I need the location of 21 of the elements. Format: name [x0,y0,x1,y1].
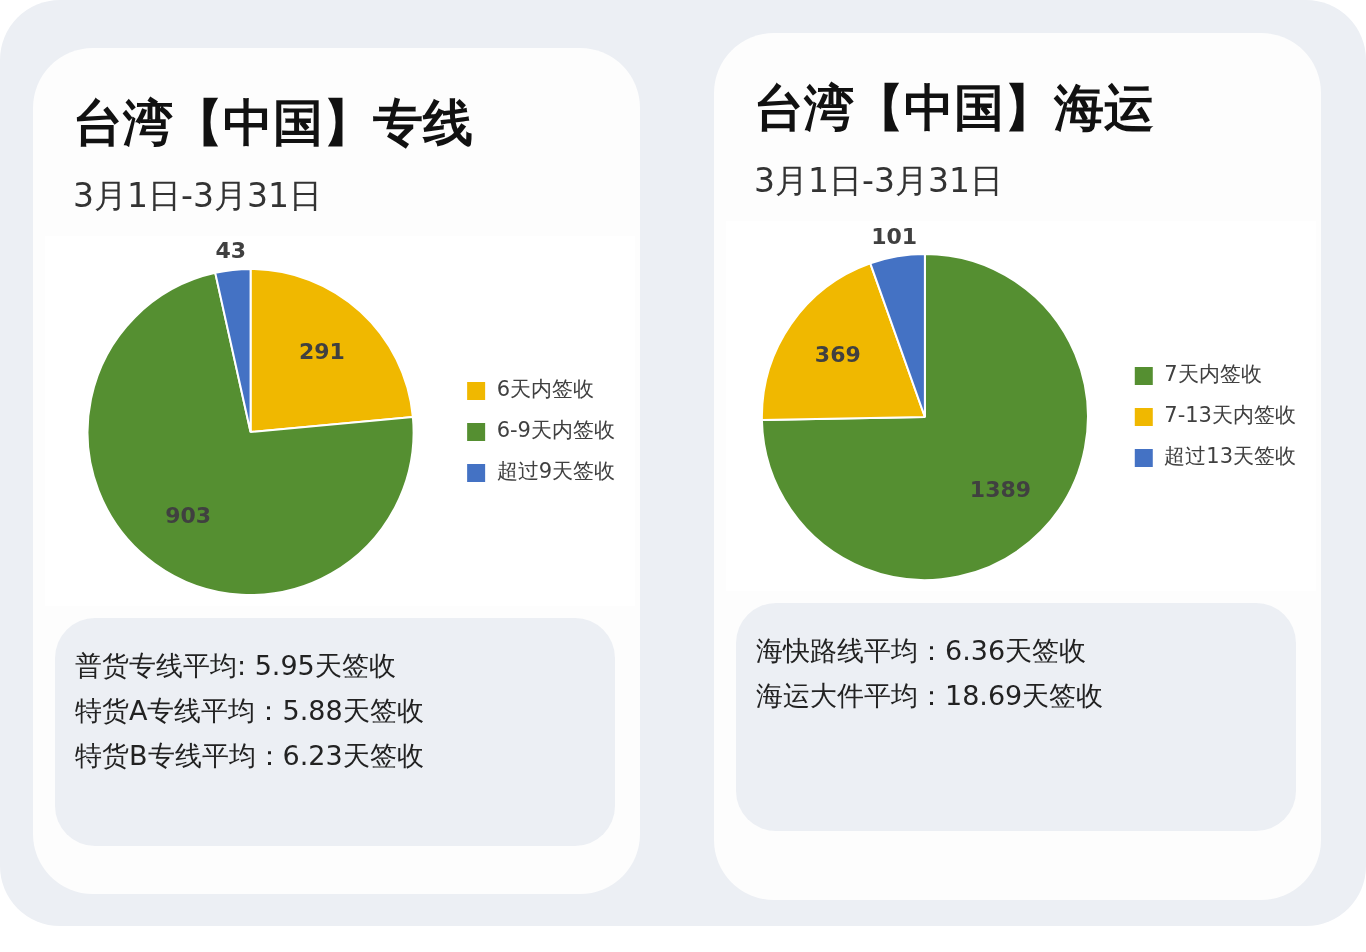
legend-label: 6天内签收 [496,377,595,402]
legend-label: 7天内签收 [1164,362,1262,387]
data-label: 1389 [969,476,1032,502]
text: 海运大件平均：18.69天签收 [756,679,1104,713]
chart-subtitle: 3月1日-3月31日 [73,175,322,217]
text: 特货B专线平均：6.23天签收 [75,739,424,773]
text: 特货A专线平均：5.88天签收 [75,694,424,728]
data-label: 369 [814,342,861,368]
chart-title: 台湾【中国】专线 [73,93,473,154]
data-label: 291 [298,339,345,365]
legend-label: 6-9天内签收 [496,418,615,443]
text: 海快路线平均：6.36天签收 [756,634,1087,668]
chart-title: 台湾【中国】海运 [754,78,1154,139]
text: 普货专线平均: 5.95天签收 [75,649,396,683]
data-label: 101 [871,224,918,250]
data-label: 43 [215,237,247,263]
legend-label: 超过13天签收 [1164,444,1297,469]
legend-label: 超过9天签收 [496,459,616,484]
data-label: 903 [165,503,212,529]
chart-subtitle: 3月1日-3月31日 [754,160,1003,202]
legend-label: 7-13天内签收 [1164,403,1296,428]
